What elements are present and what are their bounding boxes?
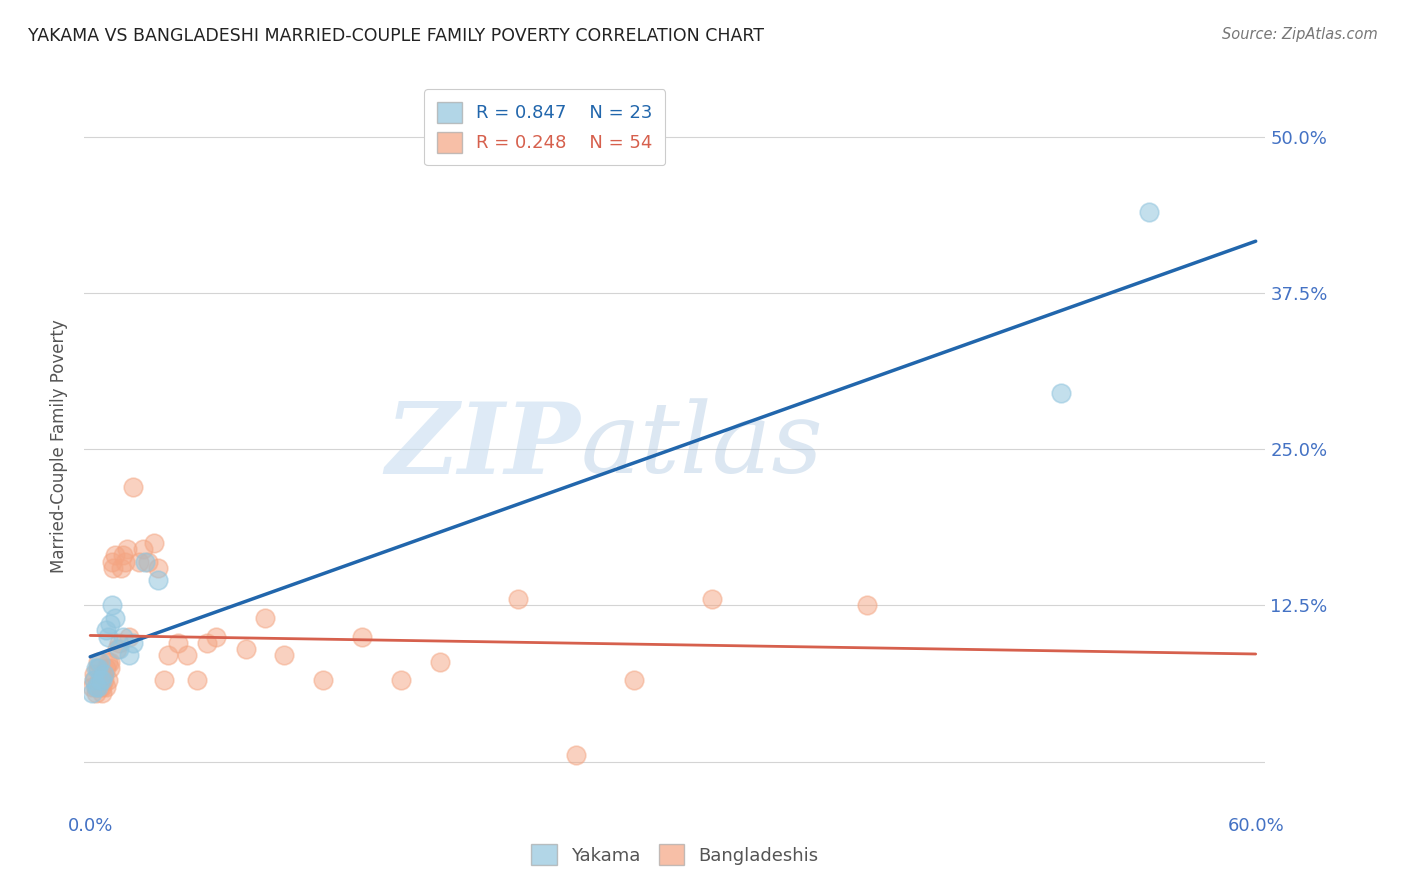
Point <box>94 680 117 694</box>
Point <box>1050 385 1073 400</box>
Point <box>112 549 135 563</box>
Point <box>103 561 125 575</box>
Point <box>100 555 122 569</box>
Point <box>273 648 295 663</box>
Point <box>114 555 136 569</box>
Point <box>506 592 529 607</box>
Point <box>83 667 105 681</box>
Point <box>98 617 121 632</box>
Point <box>89 673 111 688</box>
Point <box>90 686 112 700</box>
Point <box>84 680 107 694</box>
Point <box>186 673 208 688</box>
Point <box>389 673 412 688</box>
Point <box>98 661 121 675</box>
Text: YAKAMA VS BANGLADESHI MARRIED-COUPLE FAMILY POVERTY CORRELATION CHART: YAKAMA VS BANGLADESHI MARRIED-COUPLE FAM… <box>28 27 763 45</box>
Point <box>84 686 107 700</box>
Point <box>235 642 257 657</box>
Point <box>156 648 179 663</box>
Point <box>148 561 170 575</box>
Point <box>115 542 138 557</box>
Point <box>131 542 153 557</box>
Point <box>312 673 335 688</box>
Point <box>84 661 107 675</box>
Point <box>97 655 120 669</box>
Point <box>94 661 117 675</box>
Point <box>105 642 128 657</box>
Point <box>253 611 276 625</box>
Point <box>83 673 105 688</box>
Text: atlas: atlas <box>581 399 823 493</box>
Point <box>176 648 198 663</box>
Point <box>1137 204 1160 219</box>
Point <box>429 655 451 669</box>
Point <box>110 561 132 575</box>
Point <box>89 680 111 694</box>
Point <box>93 667 115 681</box>
Point <box>97 630 120 644</box>
Point <box>108 642 131 657</box>
Point <box>118 648 141 663</box>
Point <box>148 574 170 588</box>
Point <box>104 549 127 563</box>
Point <box>166 636 188 650</box>
Point <box>700 592 723 607</box>
Point <box>143 536 166 550</box>
Point <box>98 655 121 669</box>
Point <box>195 636 218 650</box>
Point <box>112 630 135 644</box>
Point <box>104 611 127 625</box>
Point <box>205 630 228 644</box>
Point <box>100 599 122 613</box>
Point <box>87 680 110 694</box>
Point <box>128 555 150 569</box>
Text: Source: ZipAtlas.com: Source: ZipAtlas.com <box>1222 27 1378 42</box>
Point <box>93 673 115 688</box>
Point <box>122 480 145 494</box>
Point <box>90 680 112 694</box>
Point <box>134 555 156 569</box>
Point <box>122 636 145 650</box>
Y-axis label: Married-Couple Family Poverty: Married-Couple Family Poverty <box>51 319 69 573</box>
Point <box>84 680 107 694</box>
Point <box>82 686 104 700</box>
Point <box>89 673 111 688</box>
Legend: Yakama, Bangladeshis: Yakama, Bangladeshis <box>520 833 830 876</box>
Point <box>352 630 374 644</box>
Point <box>565 748 588 763</box>
Point <box>93 667 115 681</box>
Point <box>94 624 117 638</box>
Text: ZIP: ZIP <box>385 398 581 494</box>
Point <box>87 661 110 675</box>
Point <box>138 555 160 569</box>
Point <box>90 673 112 688</box>
Point <box>87 655 110 669</box>
Point <box>83 673 105 688</box>
Point <box>153 673 176 688</box>
Point <box>82 680 104 694</box>
Point <box>623 673 645 688</box>
Point <box>89 655 111 669</box>
Point <box>87 661 110 675</box>
Point <box>856 599 879 613</box>
Point <box>97 673 120 688</box>
Point <box>108 636 131 650</box>
Point <box>118 630 141 644</box>
